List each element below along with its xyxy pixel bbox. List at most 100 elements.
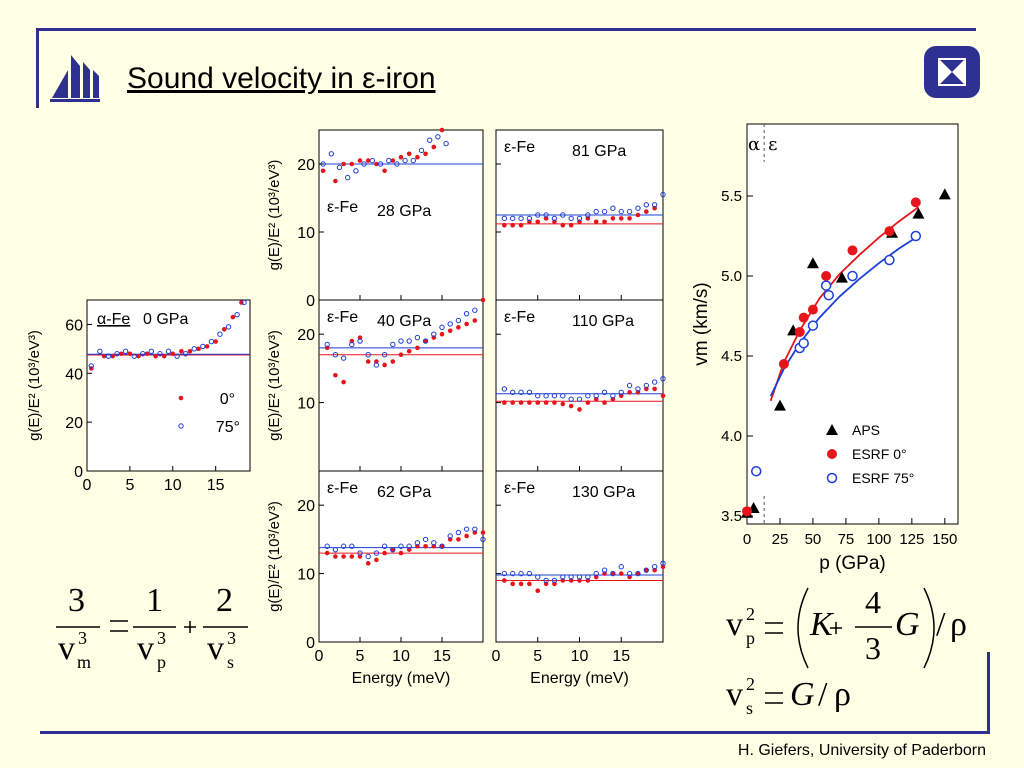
x-tick-label: 15 bbox=[433, 648, 451, 665]
phase-label-epsilon: ε bbox=[768, 134, 777, 155]
point-75deg bbox=[381, 543, 388, 549]
eq3-G: G bbox=[790, 676, 815, 713]
point-0deg bbox=[341, 161, 346, 167]
plot-area bbox=[318, 299, 484, 472]
pressure-label: 40 GPa bbox=[377, 313, 431, 330]
fit-curve-esrf75 bbox=[769, 235, 919, 397]
y-tick-label: 20 bbox=[297, 157, 315, 174]
point-75deg bbox=[518, 215, 524, 222]
point-0deg bbox=[610, 216, 616, 221]
y-axis-label: g(E)/E² (10³/eV³) bbox=[266, 501, 283, 612]
pressure-label: 28 GPa bbox=[377, 203, 431, 220]
point-75deg bbox=[369, 157, 375, 164]
legend-marker-75deg bbox=[178, 423, 184, 429]
point-75deg bbox=[601, 389, 608, 396]
point-75deg bbox=[122, 348, 129, 354]
eq1-t2-num: 2 bbox=[216, 582, 233, 619]
point-0deg bbox=[439, 127, 445, 133]
point-0deg bbox=[652, 386, 657, 392]
point-75deg bbox=[635, 386, 641, 392]
point-esrf75 bbox=[910, 230, 922, 242]
point-0deg bbox=[161, 353, 167, 359]
phase-label-alpha: α bbox=[748, 134, 760, 155]
eq1-t1-num: 1 bbox=[146, 582, 163, 619]
point-75deg bbox=[336, 164, 343, 171]
point-75deg bbox=[328, 151, 334, 157]
x-tick-label: 15 bbox=[207, 477, 225, 494]
y-tick-label: 4.0 bbox=[721, 428, 742, 445]
point-0deg bbox=[602, 219, 607, 225]
point-75deg bbox=[480, 536, 486, 543]
point-75deg bbox=[418, 147, 425, 154]
point-aps bbox=[912, 207, 925, 219]
point-0deg bbox=[390, 158, 396, 163]
point-0deg bbox=[119, 351, 124, 357]
point-0deg bbox=[535, 400, 541, 405]
point-75deg bbox=[510, 570, 516, 577]
point-75deg bbox=[543, 212, 549, 218]
point-0deg bbox=[543, 400, 549, 405]
point-aps bbox=[806, 257, 819, 269]
point-0deg bbox=[374, 557, 379, 563]
x-tick-label: 0 bbox=[492, 648, 501, 665]
point-75deg bbox=[443, 140, 449, 147]
point-75deg bbox=[618, 208, 624, 215]
point-0deg bbox=[365, 561, 371, 566]
point-0deg bbox=[480, 530, 486, 535]
point-75deg bbox=[535, 574, 541, 580]
point-75deg bbox=[422, 338, 429, 344]
point-0deg bbox=[535, 588, 541, 593]
point-75deg bbox=[182, 351, 189, 357]
point-75deg bbox=[394, 161, 400, 167]
chart-dos-110gpa: ε-Fe 110 GPa bbox=[495, 299, 666, 472]
point-75deg bbox=[585, 574, 591, 580]
point-75deg bbox=[535, 212, 541, 218]
point-0deg bbox=[560, 401, 566, 407]
point-75deg bbox=[340, 355, 347, 361]
point-0deg bbox=[221, 327, 227, 332]
point-75deg bbox=[601, 208, 608, 215]
eq2-den: 3 bbox=[865, 630, 881, 666]
point-0deg bbox=[660, 393, 666, 399]
point-75deg bbox=[390, 341, 396, 348]
y-tick-label: 0 bbox=[306, 293, 315, 310]
chart-dos-81gpa: ε-Fe 81 GPa bbox=[495, 129, 666, 301]
y-axis-label: vm (km/s) bbox=[691, 282, 712, 365]
point-0deg bbox=[101, 353, 107, 359]
point-75deg bbox=[551, 393, 558, 399]
point-75deg bbox=[643, 567, 649, 573]
equation-lines bbox=[56, 587, 935, 704]
x-tick-label: 5 bbox=[356, 648, 365, 665]
point-75deg bbox=[651, 379, 658, 385]
hourglass-badge-icon bbox=[924, 46, 980, 98]
point-75deg bbox=[435, 134, 441, 140]
point-75deg bbox=[349, 543, 355, 549]
plot-area bbox=[495, 470, 664, 643]
point-0deg bbox=[518, 581, 524, 587]
point-75deg bbox=[357, 338, 363, 344]
point-75deg bbox=[105, 353, 112, 359]
point-0deg bbox=[349, 554, 355, 559]
chart-dos-28gpa: 0 10 20 ε-Fe 28 GPa g(E)/E² (10³/eV³) bbox=[266, 127, 484, 310]
y-tick-label: 5.5 bbox=[721, 188, 742, 205]
point-0deg bbox=[349, 161, 355, 167]
chart-dos-40gpa: 10 20 ε-Fe 40 GPa g(E)/E² (10³/eV³) bbox=[266, 297, 486, 472]
point-0deg bbox=[398, 154, 404, 160]
point-75deg bbox=[217, 331, 223, 337]
point-75deg bbox=[225, 324, 232, 330]
point-75deg bbox=[140, 351, 146, 357]
point-0deg bbox=[502, 578, 507, 583]
point-75deg bbox=[643, 202, 649, 208]
point-0deg bbox=[357, 158, 363, 163]
eq3-v: v bbox=[726, 676, 743, 713]
point-75deg bbox=[585, 212, 591, 218]
point-esrf75 bbox=[798, 337, 809, 349]
point-75deg bbox=[234, 311, 240, 318]
chart-vm-vs-p: α ε 0 25 50 75 100 125 150 3.5 4.0 4.5 5.0 5.5 p (GPa)… bbox=[691, 123, 959, 574]
point-0deg bbox=[365, 359, 371, 364]
point-75deg bbox=[560, 212, 566, 218]
point-75deg bbox=[332, 352, 339, 358]
x-tick-label: 0 bbox=[83, 477, 92, 494]
point-esrf0 bbox=[807, 304, 818, 315]
eq2-slash: / bbox=[936, 606, 946, 643]
